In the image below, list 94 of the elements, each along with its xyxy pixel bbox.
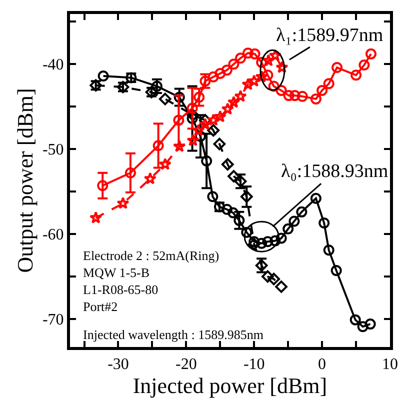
point — [208, 71, 219, 82]
point — [97, 180, 108, 192]
point — [228, 170, 240, 182]
point — [186, 134, 200, 146]
point — [186, 102, 198, 114]
y-tick-label: -50 — [42, 142, 64, 159]
point — [262, 270, 274, 283]
point — [268, 49, 282, 62]
x-tick-label: -20 — [176, 356, 197, 374]
point — [214, 110, 226, 122]
point — [255, 70, 268, 82]
point — [227, 96, 240, 108]
point — [296, 90, 308, 102]
point — [221, 64, 232, 76]
point — [323, 78, 334, 90]
point — [144, 172, 156, 184]
point — [174, 92, 185, 103]
point — [256, 238, 268, 249]
point — [173, 140, 186, 152]
point — [201, 155, 212, 166]
point — [221, 204, 232, 215]
point — [357, 321, 368, 332]
point — [332, 62, 343, 74]
point — [318, 217, 330, 228]
y-tick-label: -40 — [42, 56, 64, 74]
x-tick-label: -30 — [108, 356, 129, 374]
point — [330, 265, 342, 276]
point — [242, 78, 254, 90]
x-axis-title: Injected power [dBm] — [132, 373, 328, 398]
annotation: Port#2 — [83, 299, 118, 314]
point — [350, 314, 361, 326]
point — [152, 140, 164, 152]
y-tick-label: -70 — [42, 312, 64, 329]
point — [289, 90, 300, 102]
point — [282, 223, 294, 234]
point — [241, 226, 252, 238]
point — [214, 68, 226, 79]
x-tick-label: 10 — [382, 356, 398, 374]
point — [275, 280, 288, 293]
point — [158, 92, 172, 106]
point — [270, 235, 281, 246]
point — [262, 54, 275, 66]
point — [98, 70, 109, 82]
annotation: L1-R08-65-80 — [83, 282, 158, 297]
point — [262, 236, 274, 248]
point — [207, 124, 220, 137]
point — [296, 206, 308, 218]
x-tick-label: -10 — [243, 356, 265, 374]
point — [234, 214, 245, 226]
point — [249, 48, 260, 60]
annotation: Injected wavelength : 1589.985nm — [83, 327, 264, 342]
point — [268, 80, 280, 92]
annotation: Electrode 2 : 52mA(Ring) — [83, 248, 220, 263]
annotation: λ₁:1589.97nm — [276, 25, 384, 46]
point — [207, 191, 218, 202]
point — [276, 232, 287, 244]
point — [310, 93, 322, 104]
annotation: λ₀:1588.93nm — [281, 161, 388, 182]
point — [268, 272, 280, 286]
point — [350, 70, 362, 81]
point — [228, 58, 240, 70]
point — [228, 207, 239, 218]
point — [194, 92, 205, 103]
point — [158, 158, 172, 170]
point — [234, 90, 247, 102]
point — [256, 56, 268, 68]
y-tick-label: -60 — [42, 226, 64, 244]
point — [240, 190, 253, 203]
point — [310, 192, 322, 204]
point — [248, 236, 260, 248]
point — [221, 102, 234, 115]
point — [323, 244, 334, 256]
point — [283, 90, 294, 102]
point — [365, 48, 376, 60]
point — [276, 60, 288, 74]
x-tick-label: 0 — [318, 356, 326, 374]
point — [207, 114, 220, 126]
point — [358, 59, 370, 70]
point — [213, 138, 226, 150]
point — [186, 112, 198, 124]
point — [116, 196, 130, 209]
point — [235, 52, 246, 64]
point — [288, 216, 300, 227]
point — [173, 114, 184, 126]
point — [124, 167, 136, 178]
annotation: MQW 1-5-B — [83, 265, 150, 280]
point — [316, 84, 328, 96]
y-axis-title: Output power [dBm] — [12, 88, 38, 273]
point — [242, 48, 254, 59]
point — [221, 158, 234, 171]
point — [276, 84, 287, 96]
point — [89, 211, 102, 224]
point — [364, 318, 376, 330]
point — [192, 124, 205, 136]
